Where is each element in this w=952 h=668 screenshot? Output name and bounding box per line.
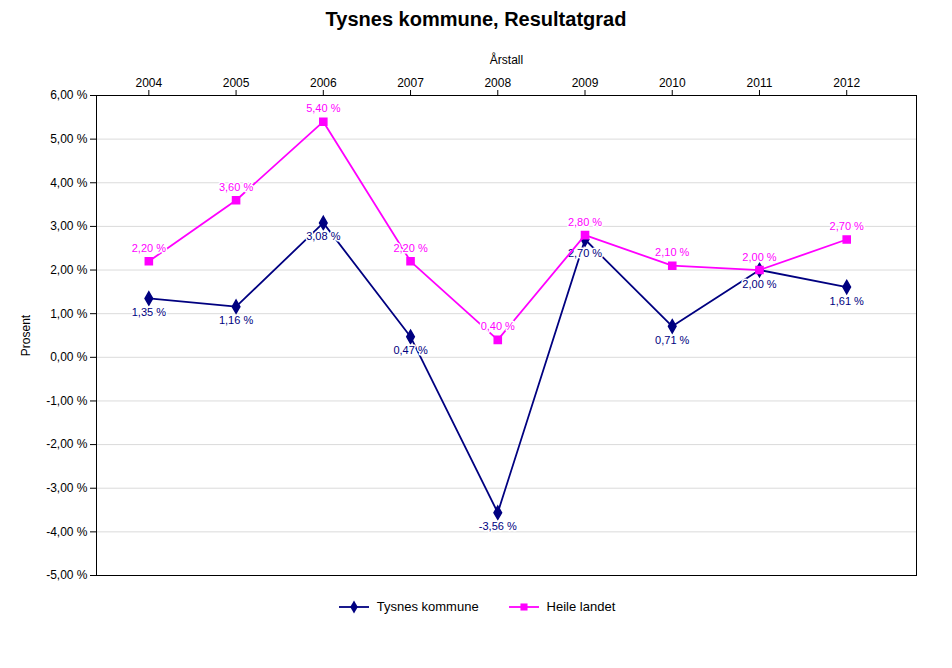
svg-text:5,00 %: 5,00 %: [50, 132, 88, 146]
svg-text:2,00 %: 2,00 %: [742, 251, 776, 263]
svg-text:6,00 %: 6,00 %: [50, 88, 88, 102]
svg-text:2,20 %: 2,20 %: [132, 242, 166, 254]
svg-text:2007: 2007: [397, 76, 424, 90]
svg-text:-5,00 %: -5,00 %: [46, 568, 88, 582]
svg-text:2008: 2008: [484, 76, 511, 90]
svg-text:1,61 %: 1,61 %: [830, 295, 864, 307]
svg-text:1,35 %: 1,35 %: [132, 306, 166, 318]
svg-text:2009: 2009: [572, 76, 599, 90]
svg-text:0,40 %: 0,40 %: [481, 320, 515, 332]
svg-text:0,00 %: 0,00 %: [50, 350, 88, 364]
svg-text:0,47 %: 0,47 %: [393, 344, 427, 356]
svg-text:3,00 %: 3,00 %: [50, 219, 88, 233]
svg-text:2006: 2006: [310, 76, 337, 90]
svg-text:2012: 2012: [833, 76, 860, 90]
svg-text:Prosent: Prosent: [19, 314, 33, 356]
svg-text:-3,56 %: -3,56 %: [479, 520, 517, 532]
svg-text:-1,00 %: -1,00 %: [46, 394, 88, 408]
svg-text:1,16 %: 1,16 %: [219, 314, 253, 326]
svg-text:4,00 %: 4,00 %: [50, 176, 88, 190]
svg-text:-4,00 %: -4,00 %: [46, 525, 88, 539]
svg-text:Årstall: Årstall: [490, 52, 523, 67]
svg-text:3,60 %: 3,60 %: [219, 181, 253, 193]
svg-text:2,00 %: 2,00 %: [742, 278, 776, 290]
svg-text:2,70 %: 2,70 %: [567, 247, 603, 259]
html-text:Heile landet: Heile landet: [546, 599, 616, 614]
svg-text:2011: 2011: [747, 76, 773, 90]
svg-text:-2,00 %: -2,00 %: [46, 437, 88, 451]
svg-text:2,80 %: 2,80 %: [568, 216, 602, 228]
svg-text:0,71 %: 0,71 %: [655, 334, 689, 346]
svg-text:2010: 2010: [659, 76, 686, 90]
svg-text:5,40 %: 5,40 %: [306, 102, 340, 114]
svg-text:2,10 %: 2,10 %: [655, 246, 689, 258]
html-text:Tysnes kommune: Tysnes kommune: [376, 599, 479, 614]
svg-text:2,70 %: 2,70 %: [830, 220, 864, 232]
svg-text:-3,00 %: -3,00 %: [46, 481, 88, 495]
svg-text:3,08 %: 3,08 %: [306, 230, 340, 242]
svg-text:2005: 2005: [223, 76, 250, 90]
svg-text:2,20 %: 2,20 %: [393, 242, 427, 254]
svg-text:2,00 %: 2,00 %: [50, 263, 88, 277]
html-text:Tysnes kommune, Resultatgrad: Tysnes kommune, Resultatgrad: [325, 8, 627, 30]
svg-text:1,00 %: 1,00 %: [50, 307, 88, 321]
svg-text:2004: 2004: [135, 76, 162, 90]
